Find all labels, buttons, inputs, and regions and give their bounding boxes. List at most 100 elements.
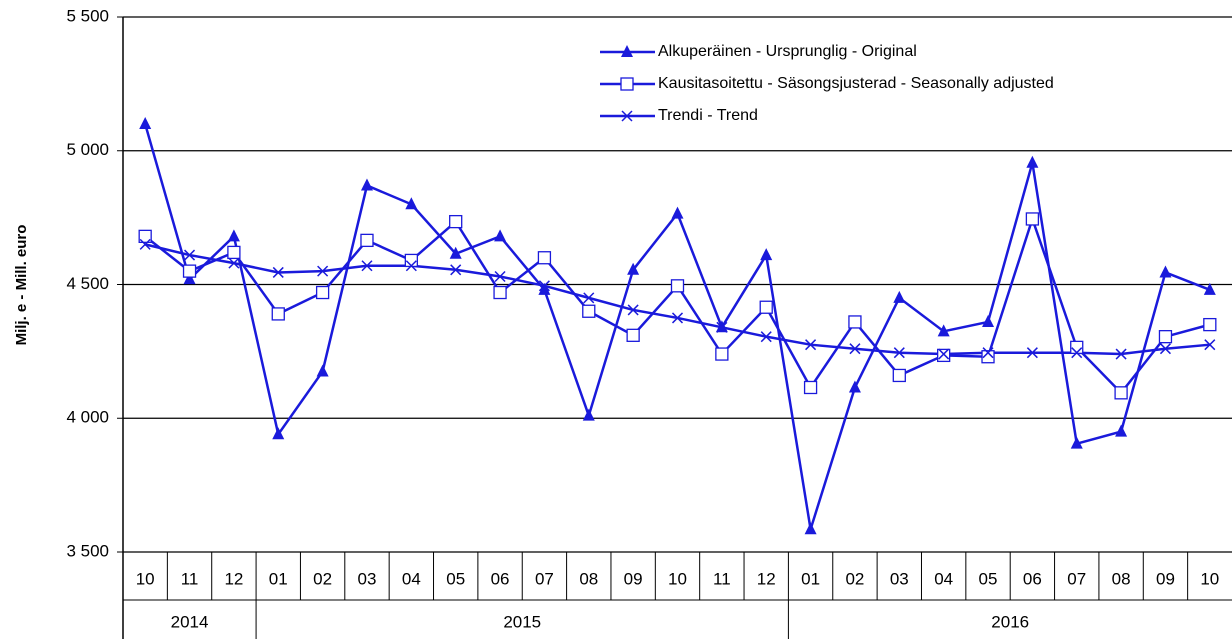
data-point: [671, 312, 684, 324]
data-point: [182, 264, 197, 278]
data-point: [183, 272, 196, 285]
x-tick-label: 08: [579, 569, 598, 588]
data-point: [626, 328, 640, 342]
data-point: [937, 324, 950, 337]
data-point: [848, 380, 861, 393]
x-tick-label: 01: [269, 569, 288, 588]
x-tick-label: 05: [446, 569, 465, 588]
data-point: [892, 368, 906, 383]
data-point: [271, 307, 285, 321]
data-point: [360, 178, 373, 191]
data-point: [627, 304, 639, 316]
data-point: [1159, 265, 1172, 278]
y-axis-label: Milj. e - Mill. euro: [13, 225, 30, 346]
data-point: [494, 229, 507, 242]
x-tick-label: 09: [624, 569, 643, 588]
data-point: [1204, 339, 1216, 351]
data-point: [227, 229, 240, 242]
data-point: [315, 285, 330, 300]
data-point: [537, 251, 552, 265]
x-tick-label: 11: [181, 569, 199, 588]
data-point: [360, 233, 374, 248]
x-tick-label: 07: [535, 569, 554, 588]
data-point: [982, 314, 995, 327]
data-point: [272, 266, 284, 278]
data-point: [538, 280, 550, 292]
y-tick-label: 4 000: [66, 408, 109, 427]
legend-marker: [620, 77, 634, 91]
series-line: [143, 123, 1211, 530]
data-point: [405, 197, 418, 210]
year-label: 2014: [171, 612, 209, 631]
x-tick-label: 08: [1112, 569, 1131, 588]
data-point: [583, 292, 595, 304]
x-tick-label: 04: [934, 569, 953, 588]
y-tick-label: 5 500: [66, 6, 109, 25]
data-point: [805, 339, 817, 351]
data-point: [493, 285, 507, 300]
x-tick-label: 03: [358, 569, 377, 588]
y-tick-label: 5 000: [66, 140, 109, 159]
data-point: [1159, 343, 1171, 355]
data-point: [982, 347, 994, 359]
data-point: [582, 304, 596, 318]
data-point: [938, 348, 950, 360]
data-point: [272, 427, 285, 440]
data-point: [759, 300, 773, 314]
data-point: [494, 270, 506, 283]
data-point: [893, 347, 905, 359]
x-tick-label: 01: [801, 569, 820, 588]
data-point: [1026, 347, 1038, 359]
data-point: [538, 282, 551, 295]
legend-label: Alkuperäinen - Ursprunglig - Original: [658, 43, 917, 60]
data-point: [848, 315, 862, 329]
data-point: [316, 364, 329, 377]
data-point: [139, 238, 151, 250]
data-point: [449, 214, 463, 229]
series-line: [144, 215, 1211, 395]
data-point: [1070, 436, 1083, 449]
series-line: [144, 243, 1210, 356]
x-tick-label: 12: [757, 569, 776, 588]
x-tick-label: 02: [313, 569, 332, 588]
data-point: [1115, 424, 1128, 437]
data-point: [1070, 340, 1084, 355]
year-label: 2015: [503, 612, 541, 631]
data-point: [627, 262, 640, 275]
data-point: [450, 264, 462, 276]
x-tick-label: 07: [1067, 569, 1086, 588]
data-point: [582, 408, 595, 421]
data-point: [405, 260, 417, 272]
data-point: [404, 253, 418, 268]
x-tick-label: 10: [668, 569, 687, 588]
data-point: [937, 348, 951, 363]
x-tick-label: 11: [713, 569, 731, 588]
x-tick-label: 06: [1023, 569, 1042, 588]
legend-marker: [621, 45, 633, 57]
data-point: [361, 260, 373, 272]
data-point: [449, 246, 462, 259]
data-point: [1203, 317, 1217, 332]
x-tick-label: 12: [224, 569, 243, 588]
x-tick-label: 10: [136, 569, 155, 588]
legend-label: Trendi - Trend: [658, 107, 758, 124]
data-point: [138, 229, 152, 244]
x-tick-label: 04: [402, 569, 421, 588]
data-point: [1158, 330, 1173, 344]
x-tick-label: 02: [845, 569, 864, 588]
data-point: [849, 343, 861, 355]
data-point: [760, 331, 772, 343]
data-point: [184, 249, 196, 261]
data-point: [804, 522, 817, 535]
x-tick-label: 09: [1156, 569, 1175, 588]
data-point: [1026, 155, 1039, 168]
year-label: 2016: [991, 612, 1029, 631]
data-point: [1071, 347, 1083, 359]
legend-label: Kausitasoitettu - Säsongsjusterad - Seas…: [658, 75, 1054, 92]
data-point: [1025, 212, 1040, 226]
data-point: [1114, 386, 1128, 400]
data-point: [803, 380, 818, 395]
data-point: [893, 290, 906, 303]
data-point: [981, 350, 995, 364]
y-tick-label: 3 500: [66, 541, 109, 560]
